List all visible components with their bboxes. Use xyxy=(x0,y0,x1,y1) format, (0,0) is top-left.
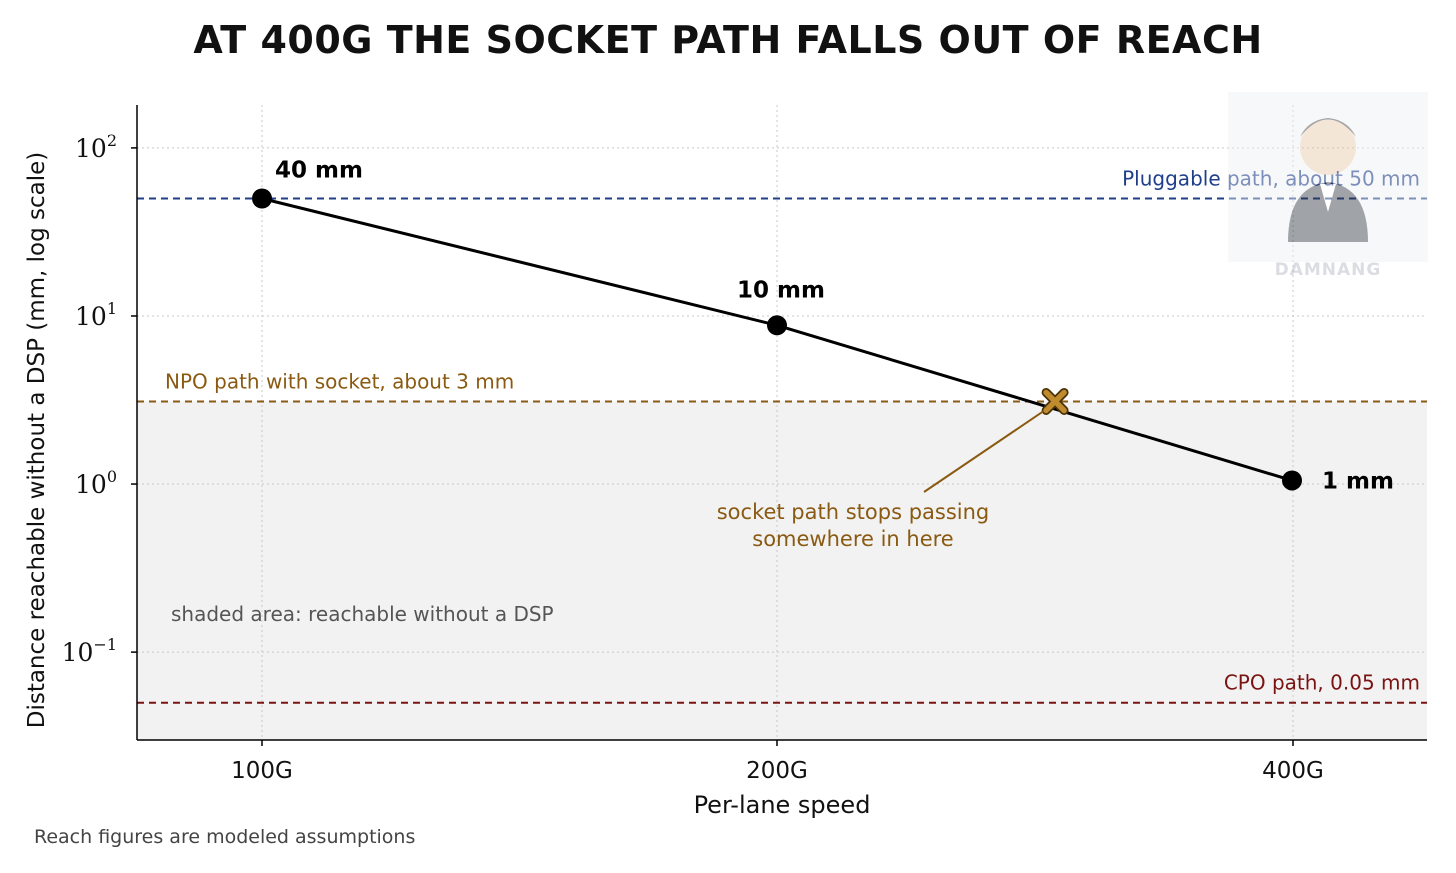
data-point-label: 1 mm xyxy=(1322,468,1394,494)
x-tick-label: 400G xyxy=(1262,758,1324,784)
shaded-area-label: shaded area: reachable without a DSP xyxy=(171,602,554,626)
crossing-marker xyxy=(1043,389,1067,414)
series-line xyxy=(252,188,1302,491)
reference-line-label: Pluggable path, about 50 mm xyxy=(1122,166,1420,190)
x-axis-title: Per-lane speed xyxy=(694,791,871,819)
y-tick-label: 102 xyxy=(75,131,117,163)
reference-lines xyxy=(137,197,1427,704)
data-point xyxy=(1282,470,1302,491)
y-tick-label: 101 xyxy=(75,299,117,331)
annotation-text: somewhere in here xyxy=(752,527,953,551)
annotation-text: socket path stops passing xyxy=(717,500,990,524)
data-point-label: 40 mm xyxy=(275,157,363,183)
footnote: Reach figures are modeled assumptions xyxy=(34,826,416,848)
chart-title: AT 400G THE SOCKET PATH FALLS OUT OF REA… xyxy=(193,18,1263,62)
y-tick-label: 100 xyxy=(75,467,117,499)
y-tick-label: 10−1 xyxy=(62,635,117,667)
reference-line-label: NPO path with socket, about 3 mm xyxy=(165,369,514,393)
grid-lines xyxy=(137,105,1427,740)
data-point xyxy=(767,315,787,336)
data-point xyxy=(252,188,272,209)
x-tick-label: 100G xyxy=(231,758,293,784)
data-point-label: 10 mm xyxy=(737,277,825,303)
y-axis-title: Distance reachable without a DSP (mm, lo… xyxy=(24,152,50,729)
reference-line-label: CPO path, 0.05 mm xyxy=(1224,671,1420,695)
annotation-pointer xyxy=(923,410,1044,493)
chart-labels: Pluggable path, about 50 mm NPO path with… xyxy=(24,131,1420,819)
x-tick-label: 200G xyxy=(746,758,808,784)
axes xyxy=(131,105,1427,746)
